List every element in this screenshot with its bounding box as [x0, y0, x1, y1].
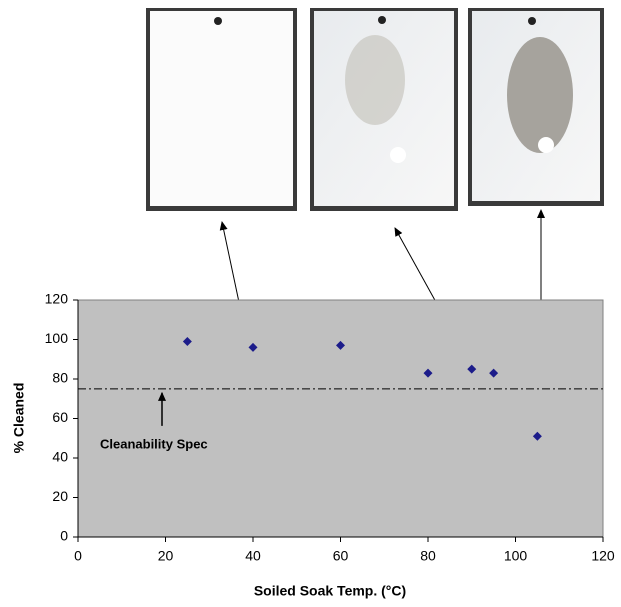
x-tick-label: 60 — [333, 548, 349, 564]
point — [532, 431, 542, 441]
y-tick-label: 120 — [45, 291, 69, 307]
point — [248, 342, 258, 352]
y-tick-label: 40 — [52, 449, 68, 465]
x-axis-label: Soiled Soak Temp. (°C) — [254, 583, 406, 599]
x-tick-label: 100 — [504, 548, 528, 564]
y-tick-label: 0 — [60, 528, 68, 544]
annotation: Cleanability Spec — [100, 436, 208, 451]
y-tick-label: 80 — [52, 370, 68, 386]
y-tick-label: 60 — [52, 409, 68, 425]
x-tick-label: 0 — [74, 548, 82, 564]
y-axis-label: % Cleaned — [11, 383, 27, 454]
point — [489, 368, 499, 378]
x-tick-label: 80 — [420, 548, 436, 564]
point — [336, 340, 345, 350]
point — [423, 368, 433, 378]
x-tick-label: 40 — [245, 548, 261, 564]
photo — [146, 8, 297, 211]
x-tick-label: 20 — [158, 548, 174, 564]
photo — [310, 8, 458, 211]
y-tick-label: 100 — [45, 330, 69, 346]
point — [182, 336, 192, 346]
y-tick-label: 20 — [52, 488, 68, 504]
plot-area — [77, 299, 604, 538]
photo — [468, 8, 604, 206]
point — [467, 364, 477, 374]
x-tick-label: 120 — [591, 548, 615, 564]
